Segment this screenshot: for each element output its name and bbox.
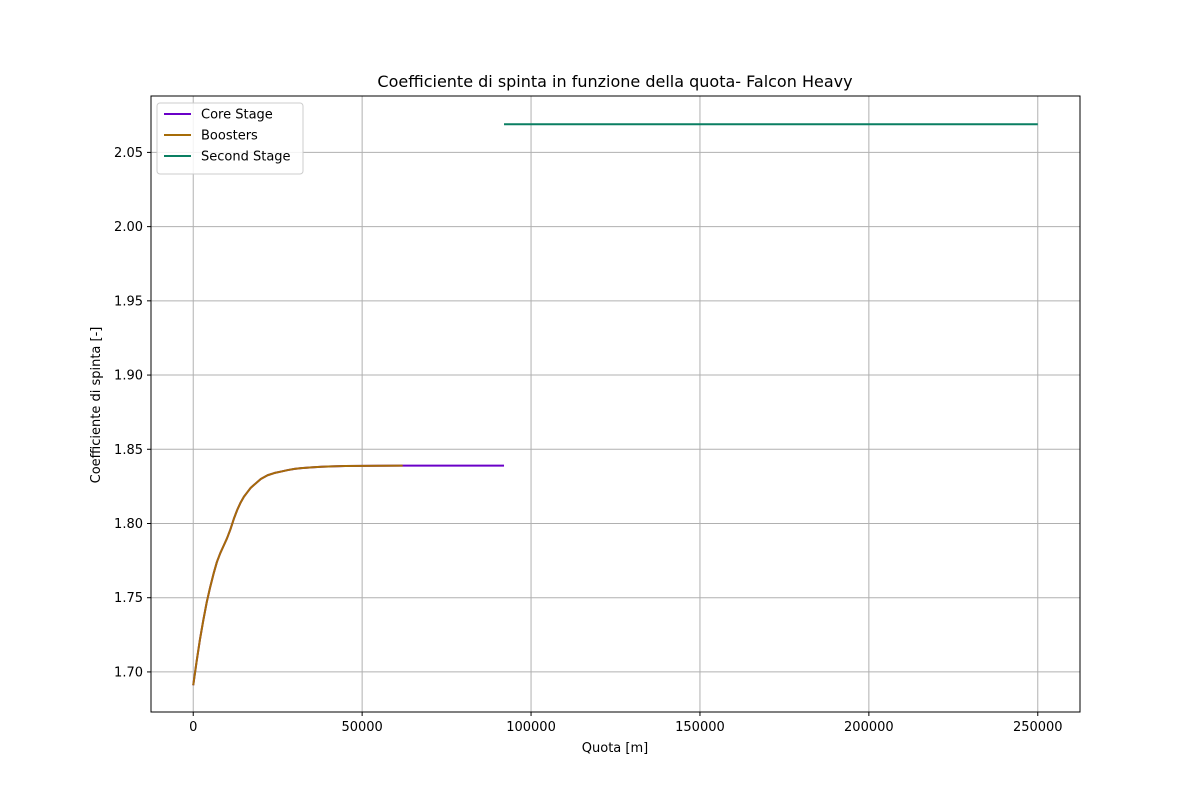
legend-label: Boosters <box>201 129 258 144</box>
series-line-boosters <box>192 464 403 686</box>
x-tick-label: 0 <box>189 720 197 735</box>
y-tick-label: 1.70 <box>114 665 143 680</box>
x-tick-label: 50000 <box>341 720 382 735</box>
grid <box>151 96 1080 712</box>
x-tick-label: 200000 <box>844 720 894 735</box>
x-tick-label: 250000 <box>1013 720 1063 735</box>
ticks: 0 50000 100000 150000 200000 250000 1.70 1.75 1.… <box>114 146 1063 735</box>
y-tick-label: 1.80 <box>114 517 143 532</box>
legend-box <box>156 102 304 175</box>
x-tick-label: 150000 <box>675 720 725 735</box>
y-tick-label: 1.75 <box>114 591 143 606</box>
plot-area <box>150 95 1081 713</box>
y-tick-label: 2.05 <box>114 146 143 161</box>
legend-label: Second Stage <box>201 150 291 165</box>
y-tick-label: 1.95 <box>114 294 143 309</box>
x-tick-label: 100000 <box>506 720 556 735</box>
series-group <box>192 123 1038 686</box>
y-axis-label: Coefficiente di spinta [-] <box>89 327 104 484</box>
chart-title: Coefficiente di spinta in funzione della… <box>377 72 852 91</box>
y-tick-label: 1.90 <box>114 369 143 384</box>
x-axis-label: Quota [m] <box>582 741 648 756</box>
legend: Core Stage Boosters Second Stage <box>156 102 304 175</box>
y-tick-label: 1.85 <box>114 443 143 458</box>
y-tick-label: 2.00 <box>114 220 143 235</box>
legend-label: Core Stage <box>201 108 273 123</box>
